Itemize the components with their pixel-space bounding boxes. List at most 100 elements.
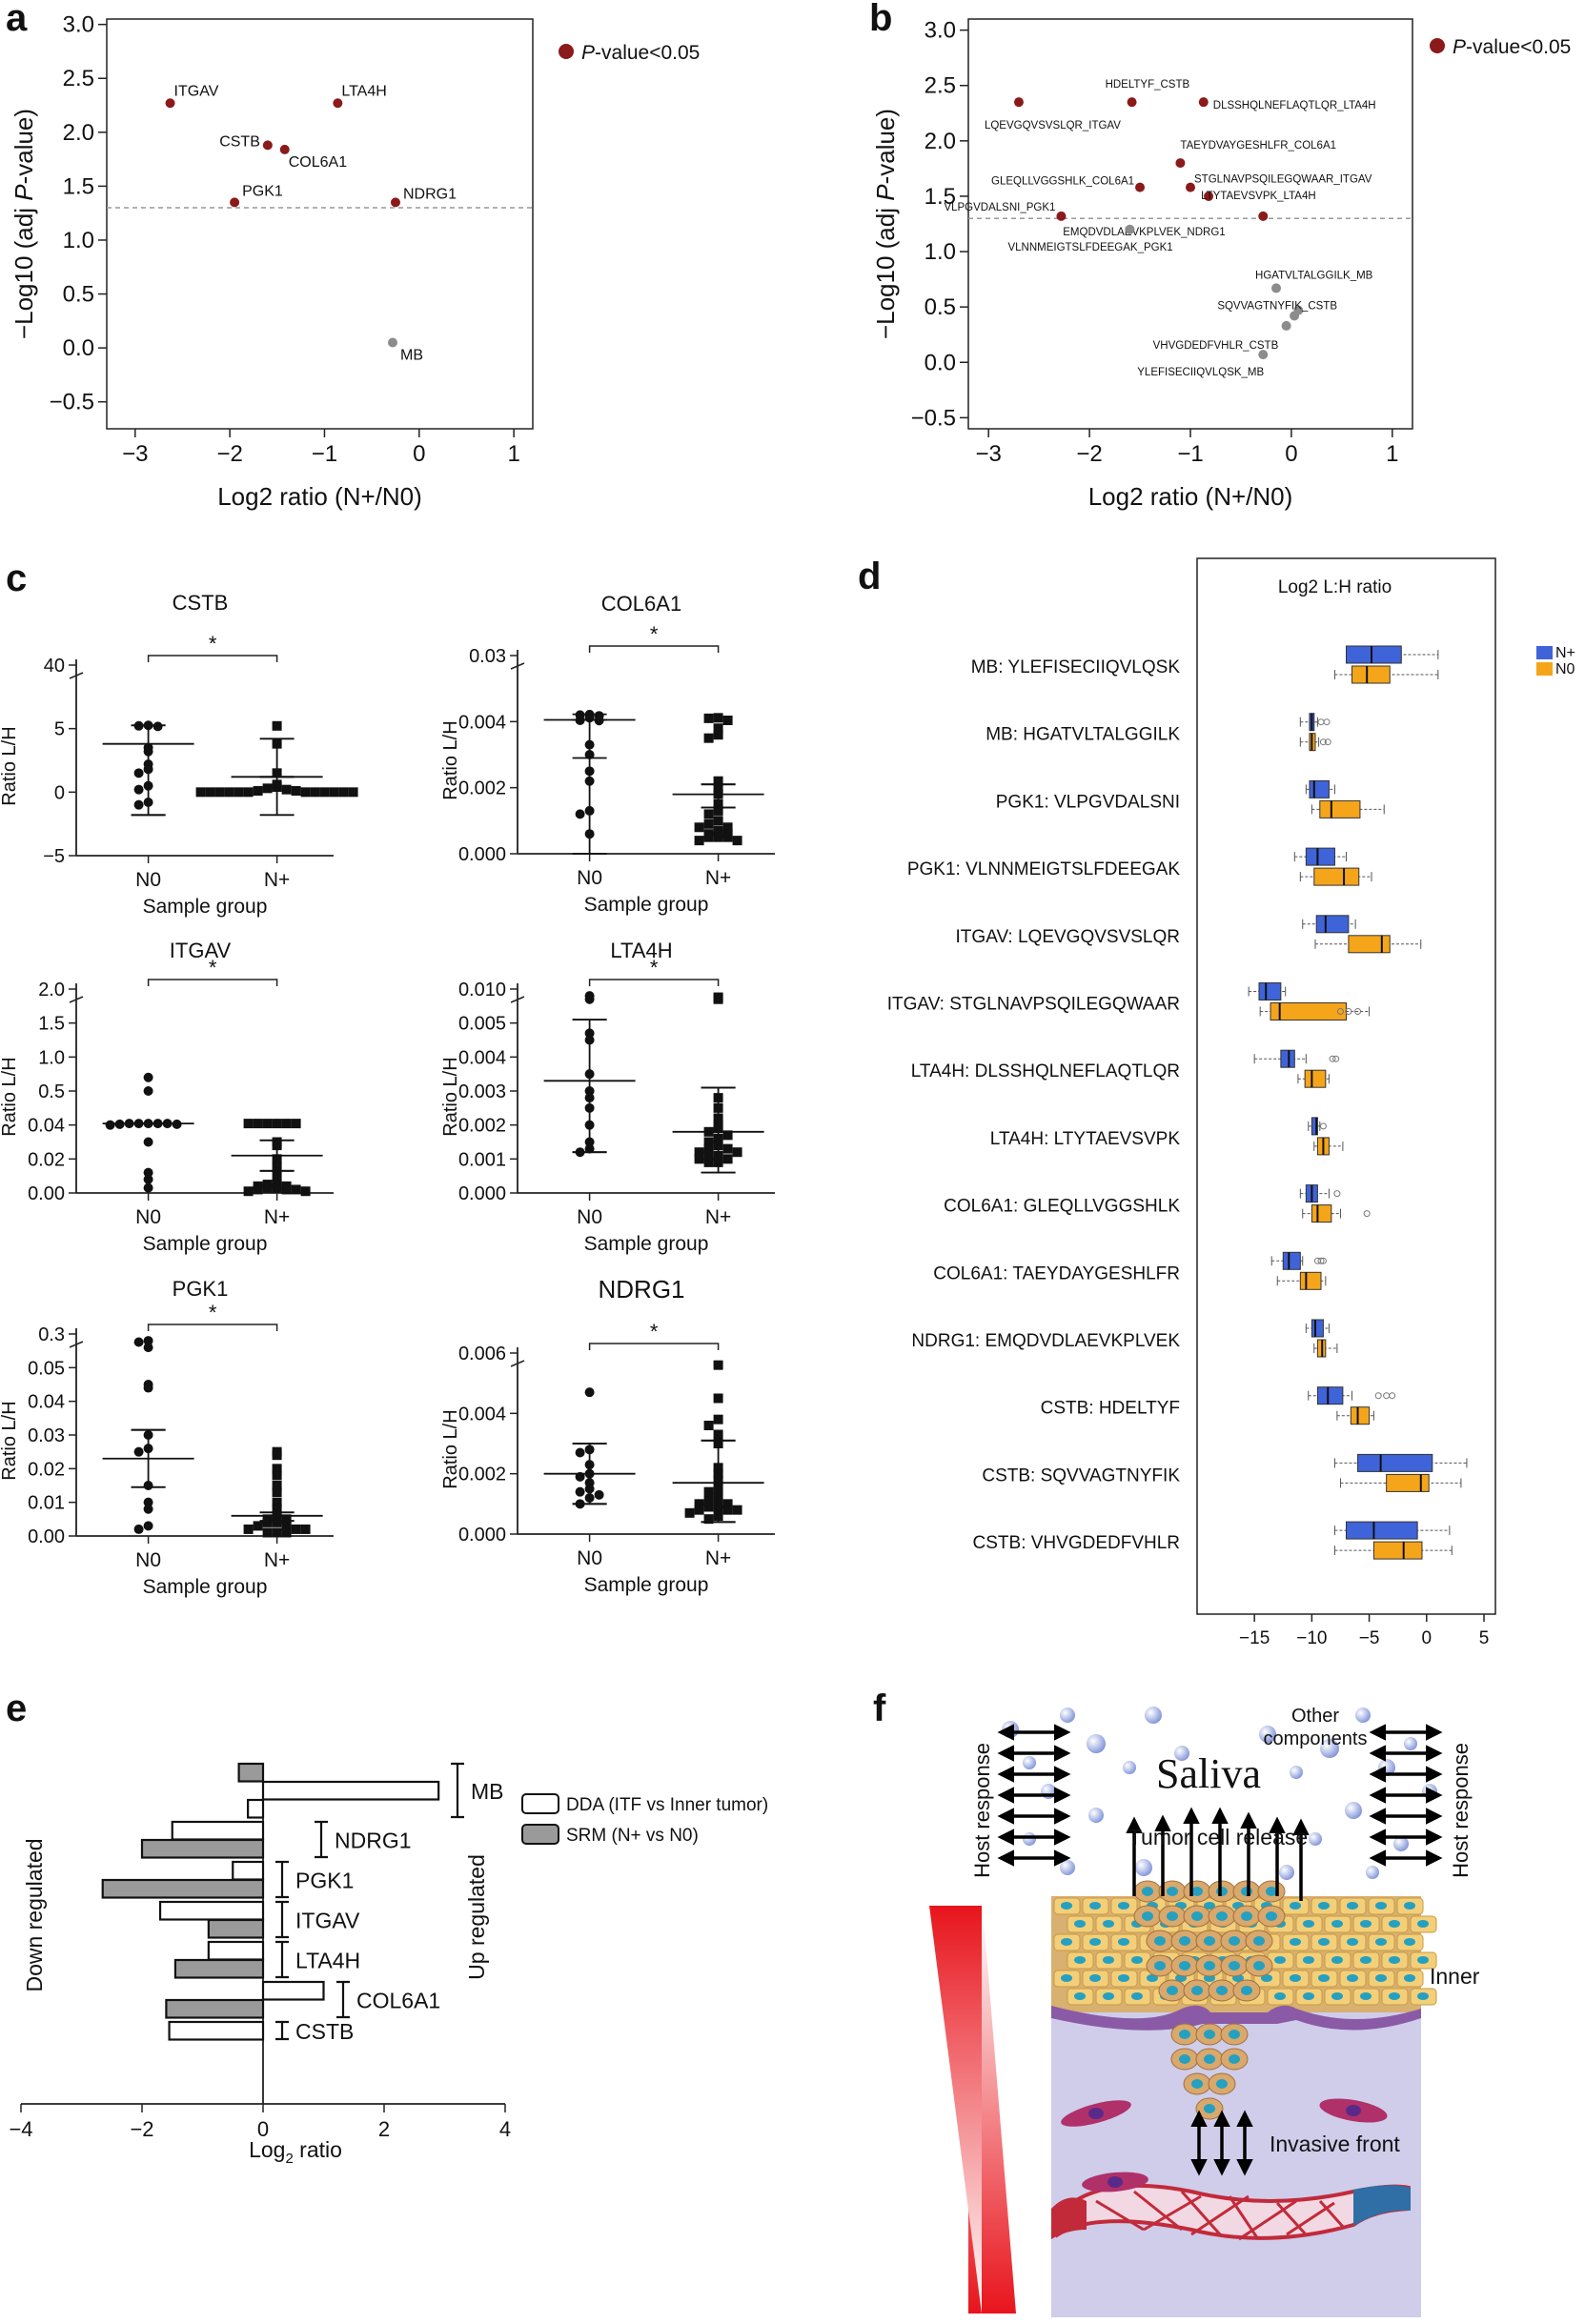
row-label: CSTB: HDELTYF	[1041, 1399, 1180, 1419]
tumor-nucleus	[1266, 1887, 1277, 1896]
n0-box	[1311, 1204, 1332, 1223]
np-point	[224, 787, 234, 798]
cell-nucleus	[1103, 1956, 1114, 1964]
np-point	[272, 1119, 282, 1129]
np-point	[262, 1182, 273, 1193]
group-bracket	[275, 1900, 289, 1939]
group-label: LTA4H	[295, 1949, 360, 1973]
srm-bar	[101, 1878, 265, 1899]
saliva-bubble	[1023, 1756, 1036, 1769]
y-tick-label: 0.5	[63, 282, 94, 308]
n0-point	[143, 1383, 153, 1393]
y-tick-label: 1.0	[38, 1047, 65, 1068]
np-point	[713, 1393, 723, 1404]
tumor-nucleus	[1142, 1887, 1153, 1896]
x-axis-label: Sample group	[143, 1576, 268, 1598]
cell-nucleus	[1347, 1902, 1358, 1910]
np-point	[722, 822, 733, 833]
cell-nucleus	[1318, 1974, 1330, 1982]
y-axis-label: Ratio L/H	[440, 1409, 461, 1488]
legend-label: P-value<0.05	[1453, 36, 1571, 58]
saliva-bubble	[1023, 1832, 1036, 1846]
dotplot-ndrg1: 0.000 0.002 0.004 0.006 NDRG1 N0 N+ Sample grou…	[440, 1275, 775, 1596]
n0-box	[1372, 1541, 1423, 1560]
vessel-exchange-arrows	[1190, 2110, 1253, 2176]
n0-point	[133, 784, 144, 795]
np-point	[703, 1496, 714, 1506]
n0-point	[143, 1521, 153, 1531]
cell-nucleus	[1089, 1938, 1101, 1946]
panel-f-schematic: Other components Saliva Tumor cell relea…	[929, 1706, 1480, 2317]
cell-nucleus	[1389, 1992, 1400, 2000]
subplot-title: NDRG1	[598, 1275, 684, 1303]
x-tick-label: −10	[1296, 1628, 1327, 1648]
x-tick-label: N+	[264, 869, 290, 891]
legend-label: SRM (N+ vs N0)	[566, 1826, 699, 1846]
data-point	[390, 197, 400, 208]
n0-point	[133, 1337, 144, 1347]
srm-bar	[207, 1918, 265, 1939]
n0-point	[143, 1167, 153, 1178]
dotplot-pgk1: 0.00 0.01 0.02 0.03 0.04 0.05 0.3 PGK1 N0 N+ Sampl…	[0, 1277, 334, 1598]
np-point	[291, 1119, 301, 1129]
tumor-nucleus	[1154, 1961, 1166, 1970]
np-point	[272, 1504, 282, 1514]
panel-label-e: e	[6, 1687, 27, 1729]
row-label: CSTB: VHVGDEDFVHLR	[973, 1533, 1180, 1553]
n0-point	[575, 809, 585, 819]
group-label: CSTB	[295, 2019, 354, 2044]
np-point	[722, 1154, 733, 1164]
cell-nucleus	[1389, 1920, 1400, 1928]
significance-bracket	[588, 1343, 720, 1350]
np-box	[1280, 1049, 1295, 1068]
subplot-title: PGK1	[173, 1277, 229, 1301]
cell-nucleus	[1331, 1920, 1343, 1928]
n0-point	[133, 768, 144, 778]
x-tick-label: N+	[705, 1206, 731, 1228]
y-axis-label-part: -value)	[871, 109, 900, 184]
np-point	[722, 716, 733, 725]
dda-bar	[207, 1940, 265, 1961]
artery-end	[1051, 2197, 1087, 2239]
cell-nucleus	[1404, 1902, 1415, 1910]
y-tick-label: 0.003	[458, 1081, 506, 1102]
np-point	[300, 1524, 311, 1534]
srm-bar	[165, 1998, 265, 2019]
data-point	[1013, 97, 1024, 108]
row-label: MB: YLEFISECIIQVLQSK	[971, 657, 1181, 677]
saliva-bubble	[1345, 1802, 1362, 1819]
data-point	[1135, 182, 1146, 192]
np-point	[703, 818, 714, 829]
label-other-components-2: components	[1264, 1728, 1368, 1749]
row-label: LTA4H: LTYTAEVSVPK	[990, 1129, 1181, 1149]
dotplot-itgav: 0.00 0.02 0.04 0.5 1.0 1.5 2.0 ITGAV N0 N+ Sample …	[0, 939, 334, 1255]
y-tick-label: 0.02	[28, 1459, 65, 1480]
x-tick-label: −2	[130, 2117, 153, 2141]
plot-frame	[106, 18, 534, 430]
saliva-bubble	[1087, 1734, 1106, 1753]
legend-swatch	[521, 1793, 559, 1814]
x-axis-label: Sample group	[584, 894, 709, 916]
tumor-nucleus	[1266, 1911, 1277, 1921]
n0-point	[143, 1137, 153, 1147]
y-tick-label: 0.00	[28, 1183, 65, 1204]
y-tick-label: 0.05	[28, 1358, 65, 1379]
point-label: NDRG1	[403, 186, 457, 202]
y-tick-label: 0.02	[28, 1149, 65, 1170]
y-axis-label-part: P	[10, 184, 38, 201]
data-point	[1271, 283, 1282, 293]
n0-point	[143, 1086, 153, 1096]
cell-nucleus	[1360, 1920, 1372, 1928]
point-label: YLEFISECIIQVLQSK_MB	[1137, 367, 1264, 378]
n0-point	[143, 1343, 153, 1353]
outlier	[1354, 1008, 1362, 1015]
label-inner: Inner	[1430, 1964, 1480, 1989]
tumor-nucleus	[1179, 1961, 1190, 1970]
dotplot-lta4h: 0.000 0.001 0.002 0.003 0.004 0.005 0.010 LTA4H…	[440, 939, 775, 1255]
n0-point	[105, 1120, 115, 1130]
x-axis-label: Sample group	[584, 1574, 709, 1596]
np-point	[703, 1143, 714, 1154]
np-point	[713, 1414, 723, 1425]
x-tick-label: −3	[122, 441, 148, 467]
